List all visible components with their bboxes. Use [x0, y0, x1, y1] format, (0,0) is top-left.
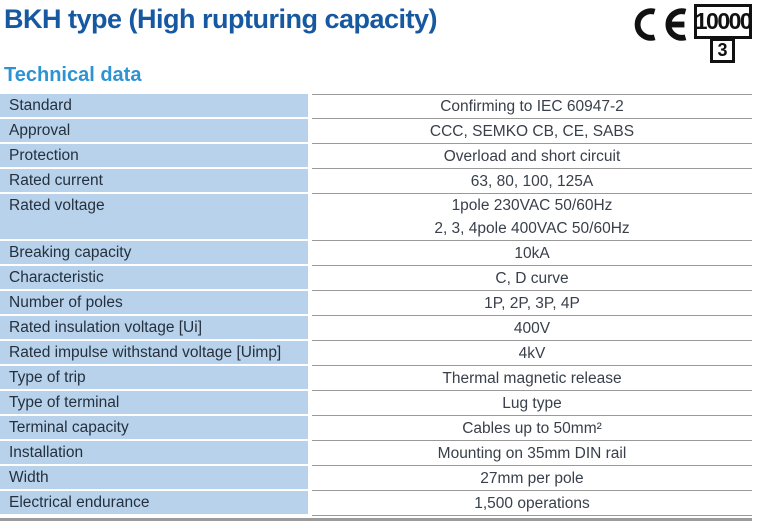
row-label: Electrical endurance — [0, 491, 308, 516]
section-title: Technical data — [4, 64, 142, 86]
row-label: Approval — [0, 119, 308, 144]
column-divider — [308, 169, 312, 194]
row-label: Protection — [0, 144, 308, 169]
row-label: Rated voltage — [0, 194, 308, 241]
column-divider — [308, 441, 312, 466]
row-value: Cables up to 50mm² — [312, 416, 752, 441]
column-divider — [308, 291, 312, 316]
row-label: Rated insulation voltage [Ui] — [0, 316, 308, 341]
row-label: Characteristic — [0, 266, 308, 291]
table-row: Type of trip Thermal magnetic release — [0, 366, 752, 391]
column-divider — [308, 194, 312, 241]
row-label: Number of poles — [0, 291, 308, 316]
row-value: 400V — [312, 316, 752, 341]
row-value: Overload and short circuit — [312, 144, 752, 169]
table-row: Type of terminal Lug type — [0, 391, 752, 416]
row-value: 1P, 2P, 3P, 4P — [312, 291, 752, 316]
row-value: 63, 80, 100, 125A — [312, 169, 752, 194]
row-value: 10kA — [312, 241, 752, 266]
row-label: Type of terminal — [0, 391, 308, 416]
table-row: Standard Confirming to IEC 60947-2 — [0, 94, 752, 119]
column-divider — [308, 266, 312, 291]
table-row: Electrical endurance 1,500 operations — [0, 491, 752, 516]
table-row: Characteristic C, D curve — [0, 266, 752, 291]
row-label: Breaking capacity — [0, 241, 308, 266]
table-row: Installation Mounting on 35mm DIN rail — [0, 441, 752, 466]
table-row: Approval CCC, SEMKO CB, CE, SABS — [0, 119, 752, 144]
energy-class-box: 3 — [710, 39, 735, 63]
row-value: Lug type — [312, 391, 752, 416]
column-divider — [308, 94, 312, 119]
technical-data-table: Standard Confirming to IEC 60947-2 Appro… — [0, 94, 752, 521]
column-divider — [308, 491, 312, 516]
table-row: Protection Overload and short circuit — [0, 144, 752, 169]
column-divider — [308, 316, 312, 341]
column-divider — [308, 366, 312, 391]
table-row: Rated insulation voltage [Ui] 400V — [0, 316, 752, 341]
column-divider — [308, 341, 312, 366]
row-label: Terminal capacity — [0, 416, 308, 441]
row-label: Installation — [0, 441, 308, 466]
table-row: Rated current 63, 80, 100, 125A — [0, 169, 752, 194]
row-label: Rated current — [0, 169, 308, 194]
row-value: CCC, SEMKO CB, CE, SABS — [312, 119, 752, 144]
table-row: Width 27mm per pole — [0, 466, 752, 491]
row-label: Standard — [0, 94, 308, 119]
row-label: Type of trip — [0, 366, 308, 391]
table-row: Number of poles 1P, 2P, 3P, 4P — [0, 291, 752, 316]
certification-marks: 10000 3 — [632, 0, 757, 64]
row-value: 27mm per pole — [312, 466, 752, 491]
column-divider — [308, 466, 312, 491]
table-row: Terminal capacity Cables up to 50mm² — [0, 416, 752, 441]
row-value: 1pole 230VAC 50/60Hz 2, 3, 4pole 400VAC … — [312, 194, 752, 241]
row-value: Confirming to IEC 60947-2 — [312, 94, 752, 119]
column-divider — [308, 416, 312, 441]
column-divider — [308, 241, 312, 266]
table-row: Breaking capacity 10kA — [0, 241, 752, 266]
row-value: 4kV — [312, 341, 752, 366]
row-value: Mounting on 35mm DIN rail — [312, 441, 752, 466]
column-divider — [308, 391, 312, 416]
row-value: C, D curve — [312, 266, 752, 291]
column-divider — [308, 144, 312, 169]
column-divider — [308, 119, 312, 144]
rated-breaking-capacity-box: 10000 — [694, 4, 753, 39]
row-value: 1,500 operations — [312, 491, 752, 516]
row-label: Width — [0, 466, 308, 491]
row-value: Thermal magnetic release — [312, 366, 752, 391]
row-label: Rated impulse withstand voltage [Uimp] — [0, 341, 308, 366]
page-title: BKH type (High rupturing capacity) — [4, 4, 438, 34]
ce-mark-icon — [632, 8, 690, 41]
table-row: Rated impulse withstand voltage [Uimp] 4… — [0, 341, 752, 366]
table-row: Rated voltage 1pole 230VAC 50/60Hz 2, 3,… — [0, 194, 752, 241]
